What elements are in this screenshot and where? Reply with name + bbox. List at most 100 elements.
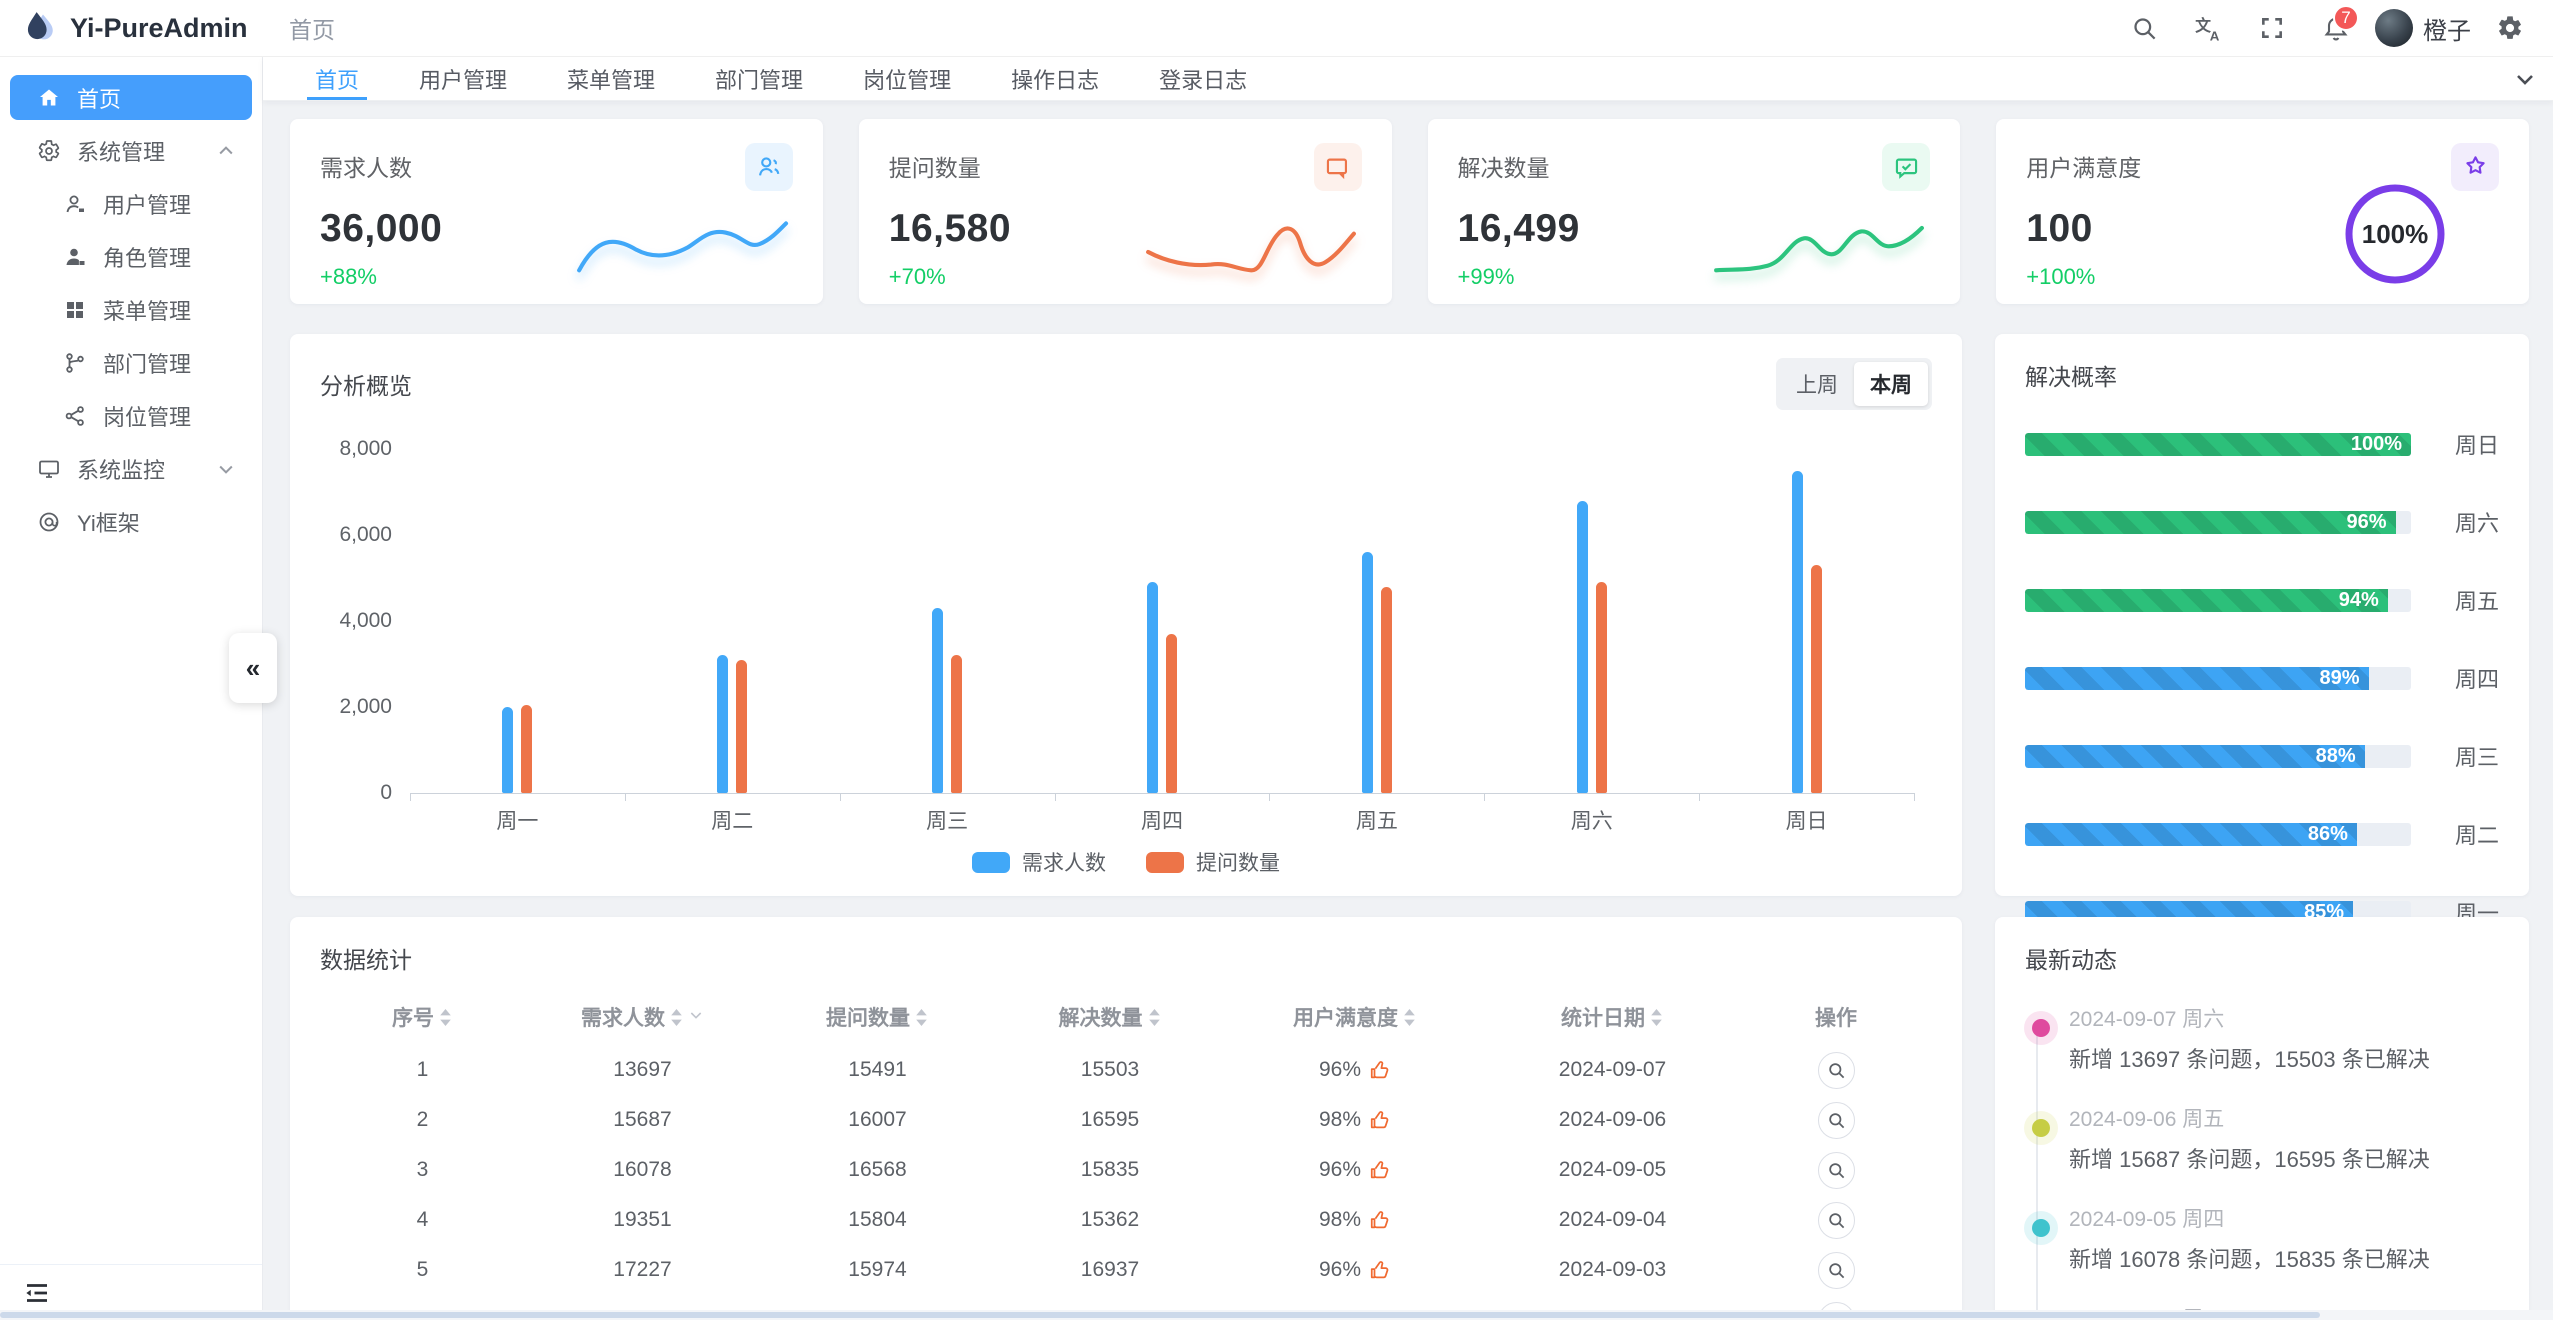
column-header-解决数量[interactable]: 解决数量: [995, 1002, 1225, 1032]
sort-caret-icon[interactable]: [1147, 1008, 1162, 1027]
bell-icon[interactable]: 7: [2311, 5, 2361, 51]
tab-用户管理[interactable]: 用户管理: [419, 67, 508, 93]
logo[interactable]: Yi-PureAdmin: [0, 0, 263, 56]
progress-label: 周四: [2454, 667, 2499, 692]
horizontal-scrollbar[interactable]: [0, 1310, 2553, 1320]
sidebar-item-系统监控[interactable]: 系统监控: [10, 446, 252, 491]
progress-fill[interactable]: 88%: [2025, 744, 2365, 768]
view-detail-button[interactable]: [1817, 1251, 1855, 1289]
view-detail-button[interactable]: [1817, 1201, 1855, 1239]
column-header-提问数量[interactable]: 提问数量: [760, 1002, 995, 1032]
bar-需求人数-周二[interactable]: [717, 655, 729, 793]
sidebar-item-label: 系统管理: [77, 139, 166, 165]
progress-fill[interactable]: 86%: [2025, 822, 2357, 846]
sidebar-item-岗位管理[interactable]: 岗位管理: [10, 393, 252, 438]
bar-提问数量-周六[interactable]: [1595, 582, 1607, 793]
sidebar-item-菜单管理[interactable]: 菜单管理: [10, 287, 252, 332]
tabs-dropdown-icon[interactable]: [2497, 57, 2553, 100]
cell-index: 1: [416, 1058, 429, 1081]
sidebar-item-首页[interactable]: 首页: [10, 75, 252, 120]
timeline-dot: [2032, 1219, 2050, 1237]
y-tick-label: 6,000: [339, 523, 392, 546]
sidebar-item-角色管理[interactable]: 角色管理: [10, 234, 252, 279]
sidebar-item-用户管理[interactable]: 用户管理: [10, 181, 252, 226]
gear-icon[interactable]: [2485, 5, 2535, 51]
view-detail-button[interactable]: [1817, 1051, 1855, 1089]
timeline-text: 新增 16078 条问题，15835 条已解决: [2069, 1247, 2430, 1272]
column-header-用户满意度[interactable]: 用户满意度: [1225, 1002, 1485, 1032]
bar-需求人数-周三[interactable]: [932, 608, 944, 793]
cell-satisfaction: 98%: [1225, 1108, 1485, 1132]
table-row: 5 17227 15974 16937 96% 2024-09-03: [320, 1245, 1932, 1295]
progress-fill[interactable]: 100%: [2025, 432, 2411, 456]
x-axis-line: [410, 793, 1914, 794]
message-check-icon: [1882, 143, 1931, 191]
tab-登录日志[interactable]: 登录日志: [1159, 67, 1248, 93]
bar-需求人数-周六[interactable]: [1576, 500, 1588, 793]
app-header: Yi-PureAdmin 首页 文 A 7 橙子: [0, 0, 2553, 57]
stat-card-questions: 提问数量 16,580 +70%: [858, 119, 1392, 304]
view-detail-button[interactable]: [1817, 1101, 1855, 1139]
sidebar-item-系统管理[interactable]: 系统管理: [10, 128, 252, 173]
cell-date: 2024-09-05: [1558, 1158, 1667, 1181]
sort-caret-icon[interactable]: [438, 1008, 453, 1027]
stat-delta: +100%: [2026, 264, 2096, 289]
toggle-上周[interactable]: 上周: [1796, 374, 1838, 397]
progress-fill[interactable]: 94%: [2025, 588, 2388, 612]
sort-caret-icon[interactable]: [1649, 1008, 1664, 1027]
legend-item-提问数量[interactable]: 提问数量: [1146, 847, 1280, 877]
view-detail-button[interactable]: [1817, 1151, 1855, 1189]
cell-demand: 19351: [613, 1208, 672, 1231]
stat-value: 16,499: [1457, 207, 1580, 250]
magnifier-icon: [1827, 1211, 1846, 1230]
cell-index: 4: [416, 1208, 429, 1231]
bar-提问数量-周四[interactable]: [1166, 633, 1177, 793]
bar-需求人数-周五[interactable]: [1361, 552, 1373, 793]
legend-item-需求人数[interactable]: 需求人数: [972, 847, 1106, 877]
cell-index: 5: [416, 1258, 429, 1281]
x-category-label: 周三: [926, 810, 969, 833]
bar-需求人数-周四[interactable]: [1147, 582, 1158, 793]
satisfaction-value: 96%: [1318, 1158, 1362, 1181]
tab-首页[interactable]: 首页: [307, 57, 368, 100]
bar-需求人数-周日[interactable]: [1791, 470, 1803, 793]
toggle-本周[interactable]: 本周: [1854, 362, 1928, 406]
breadcrumb[interactable]: 首页: [289, 17, 335, 43]
bar-提问数量-周日[interactable]: [1810, 565, 1822, 793]
sidebar-item-部门管理[interactable]: 部门管理: [10, 340, 252, 385]
search-icon[interactable]: [2119, 5, 2169, 51]
bar-需求人数-周一[interactable]: [502, 707, 514, 793]
scrollbar-thumb[interactable]: [0, 1312, 2320, 1318]
column-header-序号[interactable]: 序号: [320, 1002, 525, 1032]
tab-岗位管理[interactable]: 岗位管理: [863, 67, 952, 93]
bar-提问数量-周二[interactable]: [736, 659, 748, 793]
bar-提问数量-周五[interactable]: [1380, 586, 1392, 793]
cell-demand: 17227: [613, 1258, 672, 1281]
sidebar-item-Yi框架[interactable]: Yi框架: [10, 499, 252, 544]
tab-菜单管理[interactable]: 菜单管理: [567, 67, 656, 93]
branch-icon: [62, 351, 88, 375]
bar-提问数量-周一[interactable]: [521, 704, 533, 793]
user-menu[interactable]: 橙子: [2375, 9, 2471, 47]
timeline-title: 最新动态: [2025, 947, 2117, 973]
progress-row-周三: 88% 周三: [2025, 740, 2499, 772]
translate-icon[interactable]: 文 A: [2183, 5, 2233, 51]
column-header-统计日期[interactable]: 统计日期: [1485, 1002, 1740, 1032]
sidebar-collapse-handle[interactable]: «: [229, 633, 277, 703]
sort-caret-icon[interactable]: [914, 1008, 929, 1027]
tab-部门管理[interactable]: 部门管理: [715, 67, 804, 93]
fullscreen-icon[interactable]: [2247, 5, 2297, 51]
cell-index: 2: [416, 1108, 429, 1131]
column-header-需求人数[interactable]: 需求人数: [525, 1002, 760, 1032]
progress-fill[interactable]: 96%: [2025, 510, 2396, 534]
menu-fold-icon[interactable]: [22, 1278, 52, 1308]
progress-fill[interactable]: 89%: [2025, 666, 2369, 690]
sort-caret-icon[interactable]: [669, 1008, 684, 1027]
sparkline-blue: [576, 221, 788, 273]
bar-提问数量-周三[interactable]: [951, 655, 963, 793]
x-category-label: 周二: [711, 810, 754, 833]
filter-chevron-icon[interactable]: [688, 1005, 704, 1029]
tab-操作日志[interactable]: 操作日志: [1011, 67, 1100, 93]
column-header-操作: 操作: [1740, 1002, 1932, 1032]
sort-caret-icon[interactable]: [1402, 1008, 1417, 1027]
